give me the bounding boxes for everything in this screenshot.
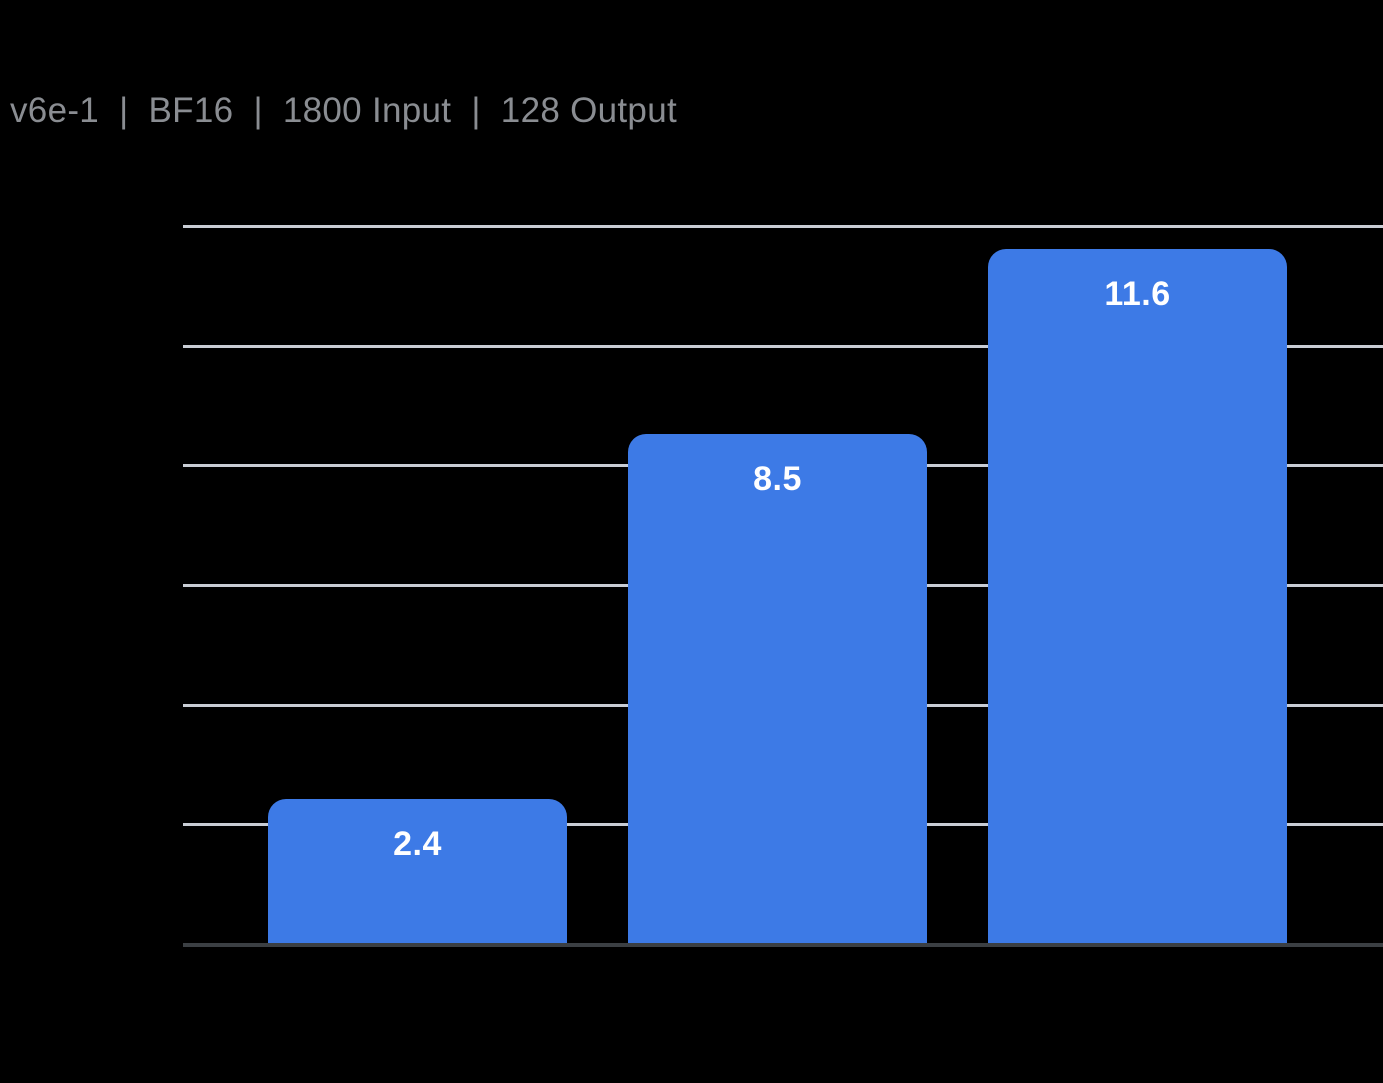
gridline xyxy=(183,344,1383,348)
bar-value-label: 2.4 xyxy=(393,825,442,864)
plot-area: 2.4 8.5 11.6 xyxy=(183,225,1383,947)
bar: 8.5 xyxy=(628,434,927,943)
gridline xyxy=(183,225,1383,228)
x-axis-line xyxy=(183,943,1383,947)
bar-value-label: 8.5 xyxy=(753,460,802,499)
chart-title: v6e-1 | BF16 | 1800 Input | 128 Output xyxy=(10,91,677,130)
bar: 11.6 xyxy=(988,248,1287,943)
bar-value-label: 11.6 xyxy=(1104,274,1171,313)
bar: 2.4 xyxy=(268,799,567,943)
